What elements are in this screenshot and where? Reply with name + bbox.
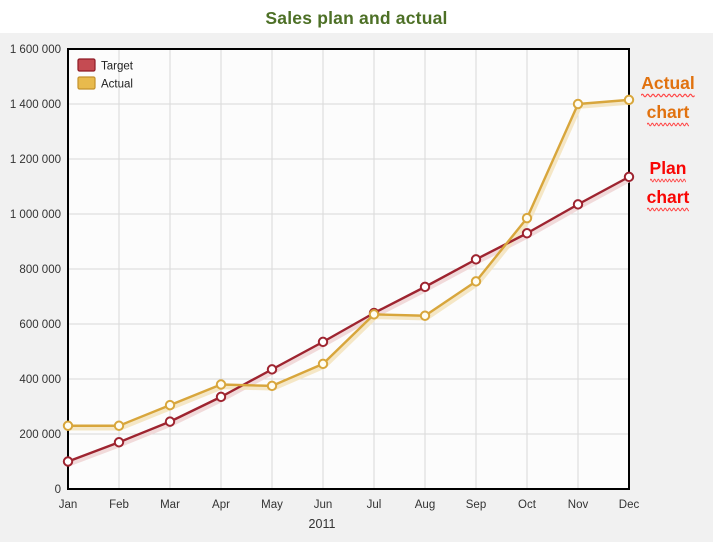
squiggle-underline <box>646 122 690 127</box>
annotation-text: chart <box>646 187 690 207</box>
y-tick-label: 800 000 <box>19 264 61 276</box>
actual-data-point <box>419 310 431 321</box>
x-tick-label: Jan <box>59 499 78 511</box>
actual-data-point <box>62 420 74 431</box>
target-data-point <box>470 254 482 265</box>
x-tick-label: Jun <box>314 499 333 511</box>
target-data-point <box>572 199 584 210</box>
target-series-glow <box>67 176 633 467</box>
y-tick-label: 400 000 <box>19 374 61 386</box>
x-tick-label: Aug <box>415 499 435 511</box>
y-tick-label: 1 000 000 <box>10 209 61 221</box>
squiggle-underline <box>646 207 690 212</box>
squiggle-underline <box>641 93 695 98</box>
target-data-point <box>521 228 533 239</box>
y-tick-label: 200 000 <box>19 429 61 441</box>
x-tick-label: Oct <box>518 499 537 511</box>
annotation-word: Actual <box>641 72 695 98</box>
annotation-line: chart <box>626 101 710 127</box>
annotation-word: chart <box>646 101 690 127</box>
x-tick-label: May <box>261 499 283 511</box>
legend-swatch-actual[interactable] <box>77 76 96 90</box>
annotation-line: Plan <box>626 157 710 183</box>
y-tick-label: 1 200 000 <box>10 154 61 166</box>
x-axis-year-label: 2011 <box>309 517 336 531</box>
squiggle-underline <box>649 178 687 183</box>
actual-data-point <box>470 276 482 287</box>
actual-chart-annotation: Actual chart <box>626 72 710 130</box>
annotation-text: Plan <box>649 158 687 178</box>
actual-data-point <box>572 98 584 110</box>
target-data-point <box>164 416 176 427</box>
actual-data-point <box>266 380 278 392</box>
actual-data-point <box>113 420 125 431</box>
target-data-point <box>266 364 278 375</box>
x-tick-label: Jul <box>367 499 382 511</box>
plot-border <box>67 48 630 490</box>
target-data-point <box>113 437 125 448</box>
annotation-word: chart <box>646 186 690 212</box>
target-data-point <box>317 336 329 348</box>
annotation-text: Actual <box>641 73 695 93</box>
annotation-line: Actual <box>626 72 710 98</box>
x-tick-label: Apr <box>212 499 230 511</box>
target-data-point <box>62 456 74 467</box>
target-data-point <box>623 171 635 183</box>
legend-swatch-target[interactable] <box>77 58 96 72</box>
x-tick-label: Mar <box>160 499 180 511</box>
legend-label-target[interactable]: Target <box>101 61 134 73</box>
annotation-line: chart <box>626 186 710 212</box>
y-tick-label: 1 600 000 <box>10 44 61 56</box>
actual-data-point <box>215 379 227 390</box>
annotation-text: chart <box>646 102 690 122</box>
x-tick-label: Nov <box>568 499 589 511</box>
legend-label-actual[interactable]: Actual <box>101 79 133 91</box>
target-data-point <box>215 391 227 403</box>
chart-title: Sales plan and actual <box>265 8 448 28</box>
annotation-word: Plan <box>649 157 687 183</box>
x-tick-label: Sep <box>466 499 486 511</box>
y-tick-label: 0 <box>55 484 61 496</box>
actual-data-point <box>521 212 533 224</box>
y-tick-label: 1 400 000 <box>10 99 61 111</box>
y-tick-label: 600 000 <box>19 319 61 331</box>
x-tick-label: Dec <box>619 499 640 511</box>
plan-chart-annotation: Plan chart <box>626 157 710 215</box>
actual-data-point <box>317 358 329 370</box>
actual-series-line <box>68 98 630 427</box>
actual-series-glow <box>67 99 633 431</box>
actual-data-point <box>368 309 380 320</box>
x-tick-label: Feb <box>109 499 129 511</box>
actual-data-point <box>623 94 635 106</box>
actual-data-point <box>164 399 176 411</box>
target-series-line <box>67 175 630 463</box>
target-data-point <box>419 281 431 293</box>
